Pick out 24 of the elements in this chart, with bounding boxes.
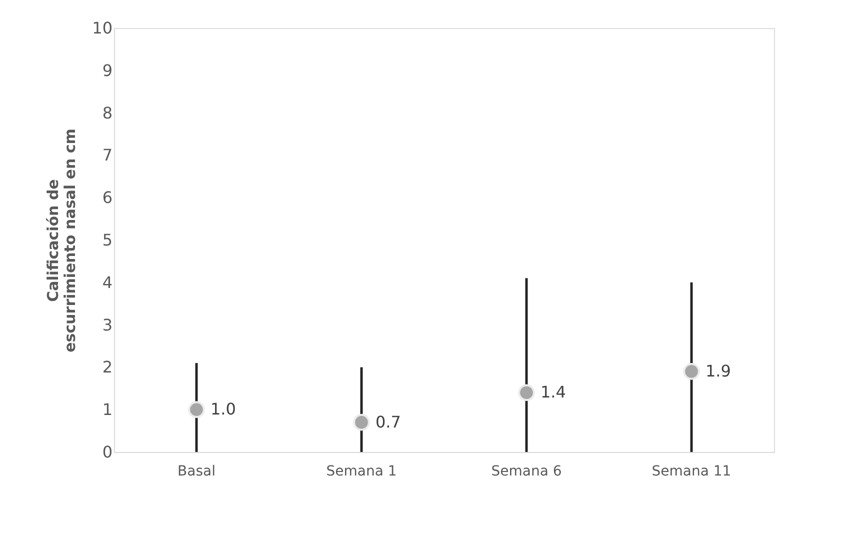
data-label: 1.0 xyxy=(210,400,236,419)
point xyxy=(188,401,205,418)
x-tick-label: Semana 11 xyxy=(652,464,732,480)
x-tick-label: Basal xyxy=(178,464,216,480)
y-tick-label: 4 xyxy=(102,272,112,292)
point xyxy=(353,414,370,431)
data-label: 1.4 xyxy=(540,382,566,402)
y-tick-label: 5 xyxy=(102,230,112,250)
y-tick-label: 1 xyxy=(102,400,112,420)
y-tick-label: 10 xyxy=(92,18,112,38)
point xyxy=(683,363,700,380)
x-tick-label: Semana 1 xyxy=(326,464,397,480)
y-axis-title: Calificación de escurrimiento nasal en cm xyxy=(44,128,80,352)
y-tick-label: 6 xyxy=(102,188,112,208)
y-tick-label: 3 xyxy=(102,315,112,334)
y-tick-label: 2 xyxy=(102,358,112,377)
x-tick-label: Semana 6 xyxy=(491,464,562,480)
y-tick-label: 9 xyxy=(102,60,112,80)
point xyxy=(518,384,535,402)
y-tick-label: 8 xyxy=(102,103,112,122)
data-label: 1.9 xyxy=(706,361,731,380)
y-tick-label: 0 xyxy=(102,442,112,462)
y-tick-label: 7 xyxy=(102,146,112,165)
data-label: 0.7 xyxy=(376,412,401,432)
